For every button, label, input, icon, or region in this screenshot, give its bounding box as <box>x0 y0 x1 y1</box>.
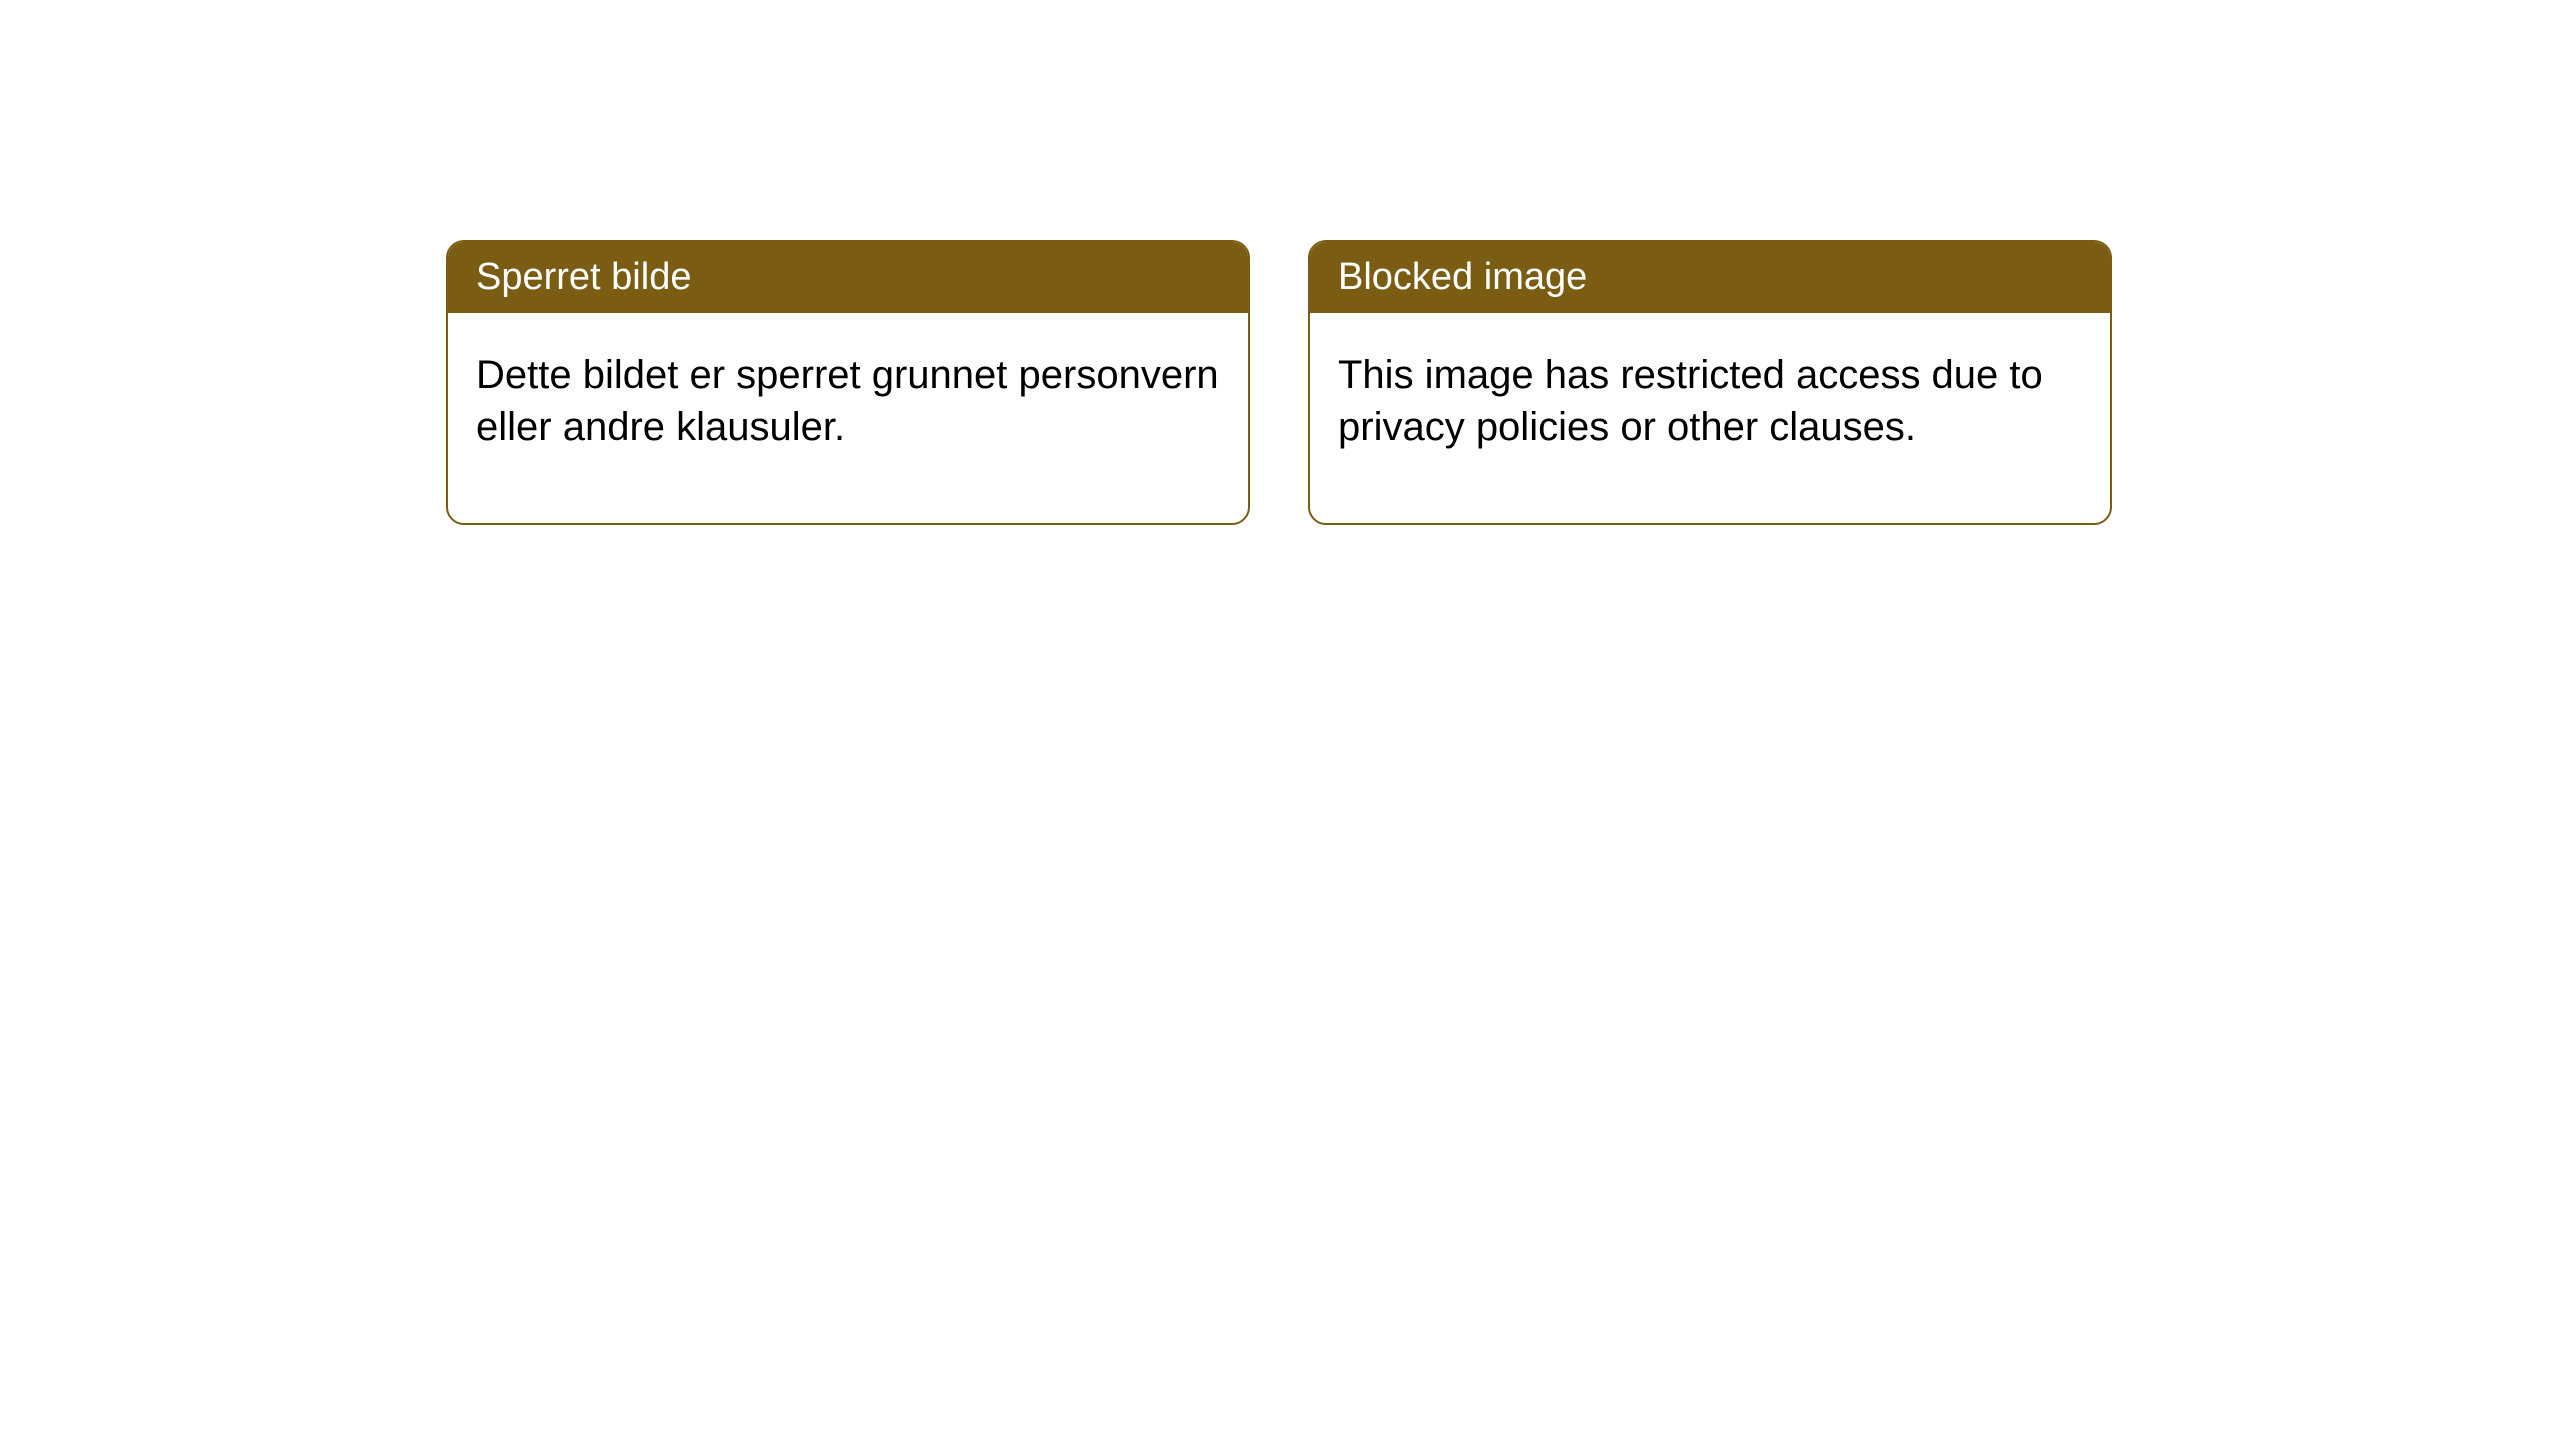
notice-card-english: Blocked image This image has restricted … <box>1308 240 2112 525</box>
notice-title: Sperret bilde <box>476 256 691 298</box>
notice-body: This image has restricted access due to … <box>1310 313 2110 523</box>
notice-card-norwegian: Sperret bilde Dette bildet er sperret gr… <box>446 240 1250 525</box>
notice-body: Dette bildet er sperret grunnet personve… <box>448 313 1248 523</box>
notice-container: Sperret bilde Dette bildet er sperret gr… <box>446 240 2112 525</box>
notice-header: Blocked image <box>1310 242 2110 313</box>
notice-title: Blocked image <box>1338 256 1587 298</box>
notice-body-text: Dette bildet er sperret grunnet personve… <box>476 353 1219 449</box>
notice-body-text: This image has restricted access due to … <box>1338 353 2043 449</box>
notice-header: Sperret bilde <box>448 242 1248 313</box>
